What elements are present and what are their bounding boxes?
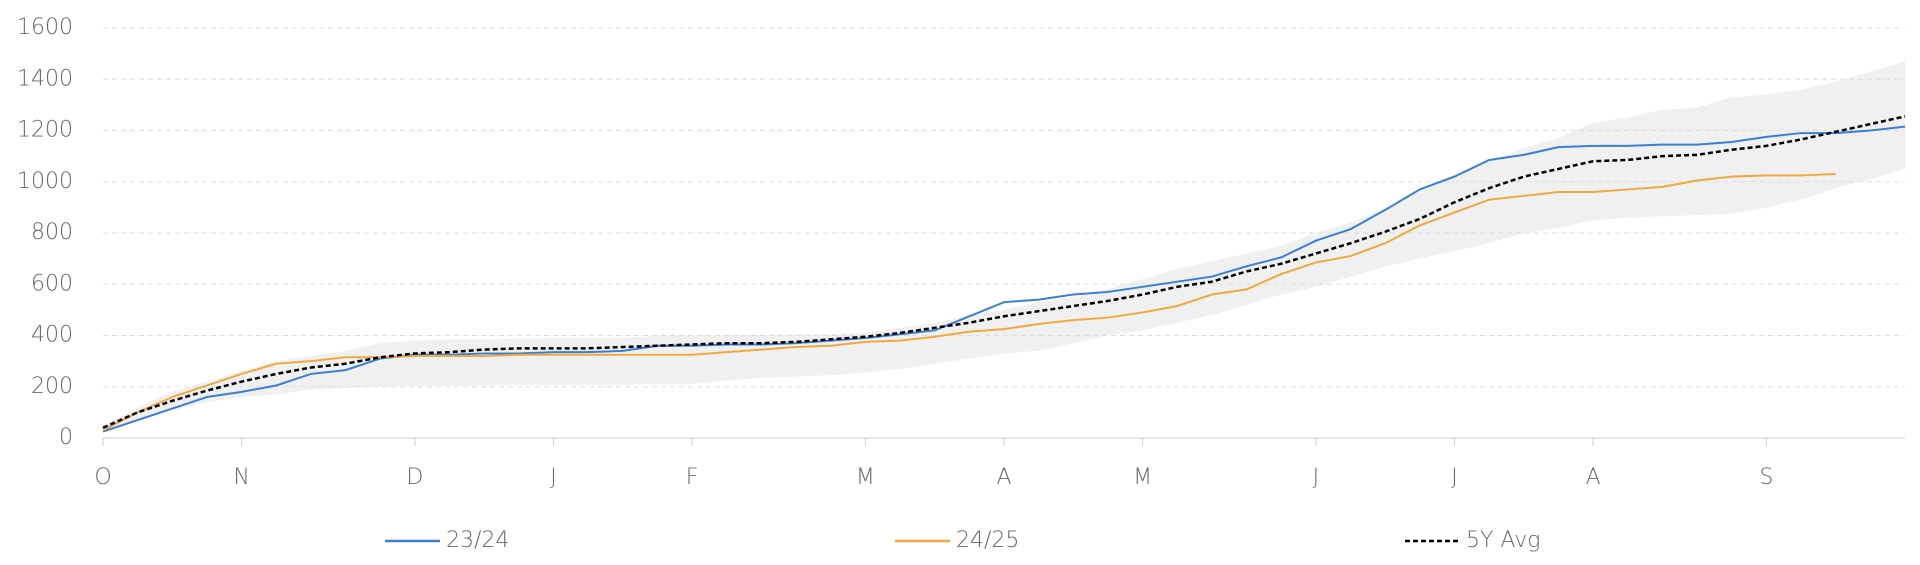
y-tick-label: 800 bbox=[31, 220, 73, 245]
x-tick-label: A bbox=[1586, 465, 1601, 490]
y-tick-label: 400 bbox=[31, 323, 73, 348]
y-tick-label: 1000 bbox=[17, 169, 73, 194]
x-tick-label: S bbox=[1759, 465, 1773, 490]
x-tick-label: D bbox=[406, 465, 423, 490]
y-tick-label: 600 bbox=[31, 271, 73, 296]
range-band bbox=[103, 61, 1905, 433]
x-tick-label: F bbox=[686, 465, 699, 490]
legend-label: 24/25 bbox=[956, 528, 1019, 553]
x-tick-label: J bbox=[550, 465, 557, 490]
y-tick-label: 1400 bbox=[17, 66, 73, 91]
series-line bbox=[102, 115, 1906, 429]
x-tick-label: M bbox=[856, 465, 875, 490]
x-tick-label: J bbox=[1451, 465, 1458, 490]
x-tick-label: J bbox=[1313, 465, 1320, 490]
x-tick-label: A bbox=[996, 465, 1011, 490]
y-tick-label: 0 bbox=[59, 425, 73, 450]
legend-label: 23/24 bbox=[446, 528, 509, 553]
legend-label: 5Y Avg bbox=[1466, 528, 1540, 553]
x-tick-label: M bbox=[1133, 465, 1152, 490]
x-tick-label: N bbox=[233, 465, 249, 490]
y-tick-label: 200 bbox=[31, 374, 73, 399]
y-tick-label: 1200 bbox=[17, 118, 73, 143]
x-tick-label: O bbox=[94, 465, 111, 490]
y-tick-label: 1600 bbox=[17, 15, 73, 40]
